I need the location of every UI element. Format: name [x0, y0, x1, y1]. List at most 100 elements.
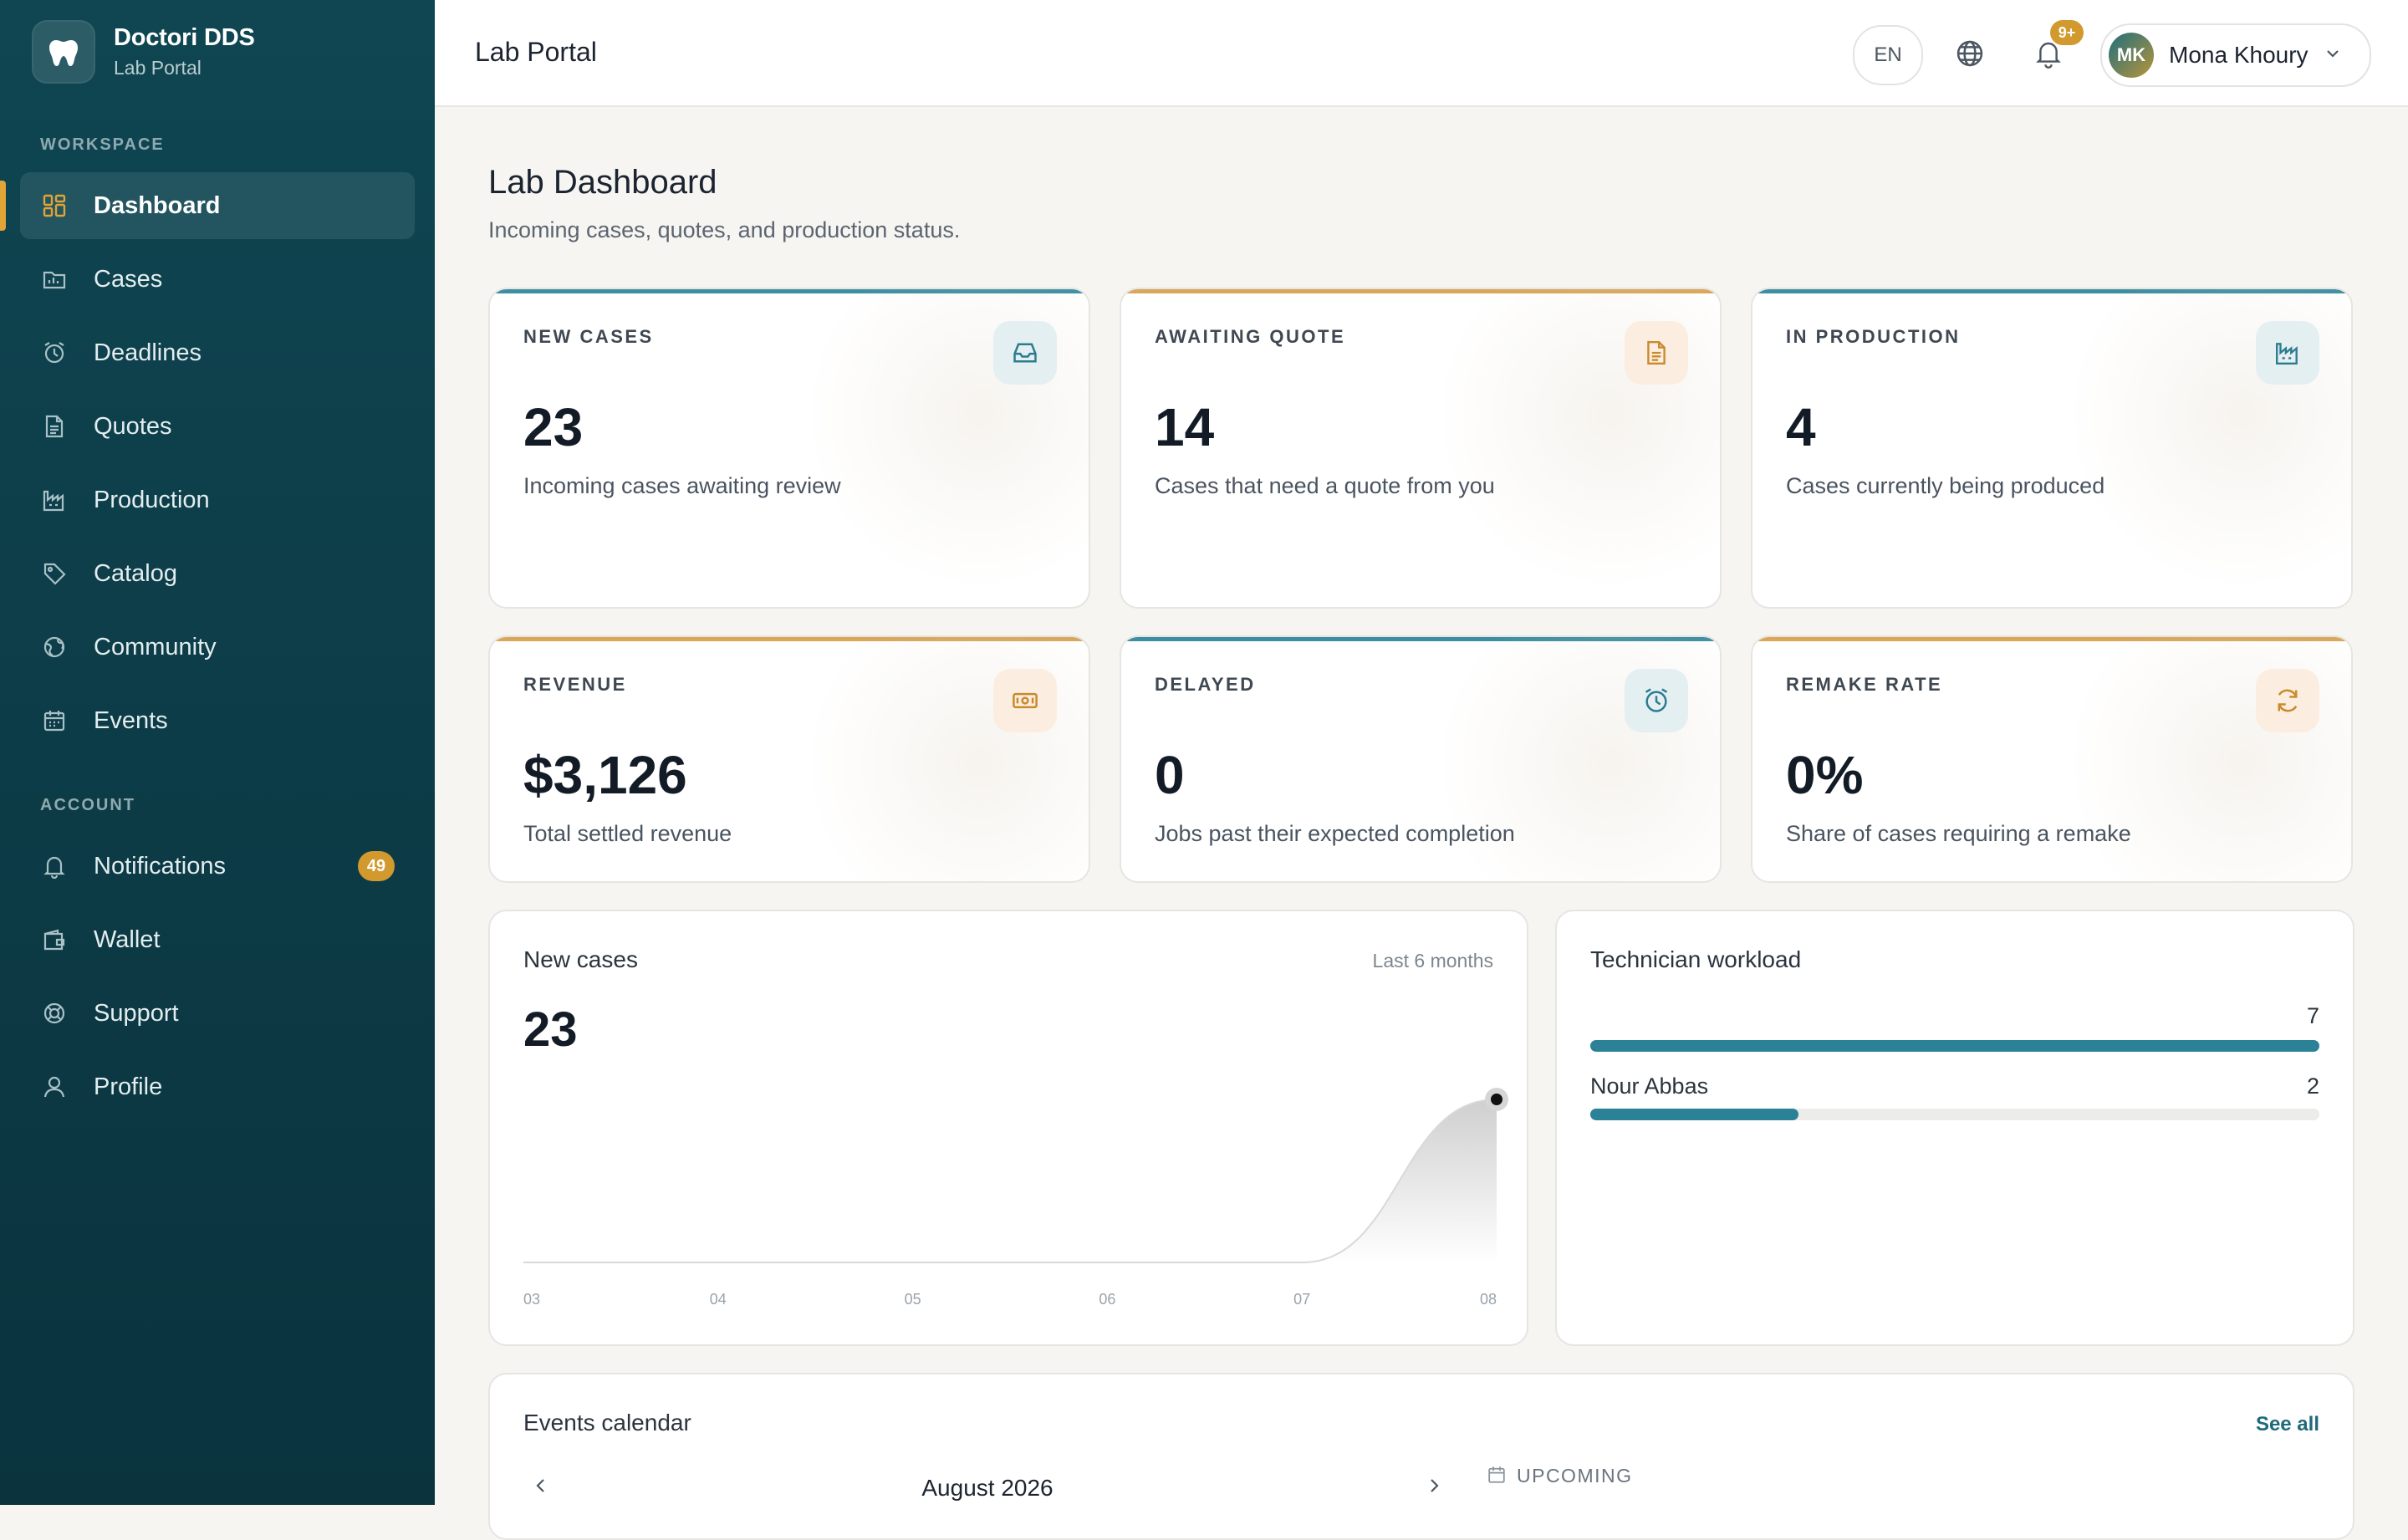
sidebar-item-label: Support [94, 999, 179, 1027]
user-menu-button[interactable]: MK Mona Khoury [2100, 23, 2371, 87]
sidebar-item-label: Events [94, 706, 168, 734]
stat-label: REMAKE RATE [1786, 674, 1943, 695]
stat-value: 0% [1786, 745, 1864, 805]
stat-label: DELAYED [1155, 674, 1256, 695]
sidebar-item-support[interactable]: Support [20, 980, 415, 1047]
user-icon [40, 1073, 69, 1101]
refresh-icon [2256, 669, 2319, 732]
chevron-right-icon[interactable] [1425, 1476, 1443, 1499]
stat-value: 0 [1155, 745, 1185, 805]
cases-icon [40, 265, 69, 293]
bell-icon [40, 852, 69, 880]
technician-name: Nour Abbas [1590, 1073, 1709, 1099]
stat-label: IN PRODUCTION [1786, 326, 1961, 347]
sidebar-item-events[interactable]: Events [20, 687, 415, 754]
sidebar-item-label: Wallet [94, 926, 161, 953]
chevron-left-icon[interactable] [532, 1476, 550, 1499]
sidebar-item-profile[interactable]: Profile [20, 1053, 415, 1120]
page-subtitle: Incoming cases, quotes, and production s… [488, 217, 961, 242]
brand-subtitle: Lab Portal [114, 57, 202, 79]
technician-count: 7 [2306, 1003, 2319, 1028]
chart-point[interactable] [1491, 1094, 1502, 1105]
stat-value: 23 [523, 397, 584, 457]
factory-icon [2256, 321, 2319, 385]
workspace-section-label: WORKSPACE [40, 135, 165, 154]
x-tick-label: 06 [1099, 1291, 1115, 1308]
sidebar-item-quotes[interactable]: Quotes [20, 393, 415, 460]
avatar: MK [2109, 33, 2154, 78]
sidebar-item-catalog[interactable]: Catalog [20, 540, 415, 607]
cash-icon [993, 669, 1057, 732]
sidebar-item-label: Catalog [94, 559, 177, 587]
stat-card-delayed[interactable]: DELAYED 0 Jobs past their expected compl… [1120, 635, 1722, 883]
stat-card-revenue[interactable]: REVENUE $3,126 Total settled revenue [488, 635, 1090, 883]
see-all-link[interactable]: See all [2255, 1413, 2319, 1435]
technician-count: 2 [2306, 1073, 2319, 1099]
card-accent [490, 289, 1089, 293]
x-tick-label: 03 [523, 1291, 540, 1308]
chart-line [523, 1099, 1497, 1263]
inbox-icon [993, 321, 1057, 385]
sidebar-item-production[interactable]: Production [20, 467, 415, 533]
technician-workload-panel: Technician workload 7 Nour Abbas 2 [1555, 910, 2354, 1346]
sidebar-item-label: Quotes [94, 412, 172, 440]
notification-badge: 9+ [2050, 20, 2084, 45]
stat-description: Cases currently being produced [1786, 473, 2105, 498]
workload-bar [1590, 1109, 2319, 1120]
brand-name: Doctori DDS [114, 24, 255, 51]
stat-card-new-cases[interactable]: NEW CASES 23 Incoming cases awaiting rev… [488, 288, 1090, 609]
x-tick-label: 04 [710, 1291, 727, 1308]
sidebar-item-notifications[interactable]: Notifications 49 [20, 833, 415, 900]
sidebar-item-label: Deadlines [94, 339, 202, 366]
brand[interactable]: Doctori DDS Lab Portal [32, 20, 255, 84]
upcoming-label: UPCOMING [1517, 1465, 1633, 1486]
page-title: Lab Dashboard [488, 164, 717, 201]
active-indicator [0, 181, 6, 231]
globe-icon[interactable] [1945, 28, 1995, 79]
sidebar-item-deadlines[interactable]: Deadlines [20, 319, 415, 386]
workload-bar-fill [1590, 1040, 2319, 1052]
range-label[interactable]: Last 6 months [1372, 950, 1493, 971]
stat-description: Share of cases requiring a remake [1786, 821, 2131, 846]
dashboard-icon [40, 191, 69, 220]
sidebar-item-label: Community [94, 633, 217, 660]
factory-icon [40, 486, 69, 514]
topbar: Lab Portal EN 9+ MK Mona Khoury [435, 0, 2408, 107]
card-accent [1121, 289, 1720, 293]
notifications-count-badge: 49 [358, 851, 395, 881]
lifebuoy-icon [40, 999, 69, 1028]
stat-description: Incoming cases awaiting review [523, 473, 841, 498]
stat-value: 4 [1786, 397, 1816, 457]
stat-card-remake-rate[interactable]: REMAKE RATE 0% Share of cases requiring … [1751, 635, 2353, 883]
events-calendar-panel: Events calendar See all August 2026 UPCO… [488, 1373, 2354, 1540]
panel-title: Events calendar [523, 1410, 691, 1435]
language-button[interactable]: EN [1853, 25, 1923, 85]
sidebar-item-dashboard[interactable]: Dashboard [20, 172, 415, 239]
bell-icon[interactable] [2023, 28, 2074, 79]
sidebar-item-label: Notifications [94, 852, 226, 880]
calendar-icon [40, 706, 69, 735]
panel-title: New cases [523, 946, 638, 972]
stat-description: Total settled revenue [523, 821, 732, 846]
stat-card-in-production[interactable]: IN PRODUCTION 4 Cases currently being pr… [1751, 288, 2353, 609]
chart-area [523, 1099, 1497, 1262]
sidebar-item-community[interactable]: Community [20, 614, 415, 681]
alarm-clock-icon [1625, 669, 1688, 732]
topbar-title: Lab Portal [475, 37, 597, 67]
x-tick-label: 05 [905, 1291, 921, 1308]
tag-icon [40, 559, 69, 588]
card-accent [490, 637, 1089, 641]
chevron-down-icon [2324, 44, 2342, 67]
wallet-icon [40, 926, 69, 954]
stat-card-awaiting-quote[interactable]: AWAITING QUOTE 14 Cases that need a quot… [1120, 288, 1722, 609]
new-cases-total: 23 [523, 1002, 578, 1057]
sidebar-item-label: Profile [94, 1073, 163, 1100]
sidebar-item-cases[interactable]: Cases [20, 246, 415, 313]
sidebar-item-wallet[interactable]: Wallet [20, 906, 415, 973]
x-tick-label: 07 [1293, 1291, 1310, 1308]
card-accent [1752, 637, 2351, 641]
stat-label: NEW CASES [523, 326, 654, 347]
stat-label: REVENUE [523, 674, 627, 695]
panel-title: Technician workload [1590, 946, 1802, 972]
workload-bar [1590, 1040, 2319, 1052]
